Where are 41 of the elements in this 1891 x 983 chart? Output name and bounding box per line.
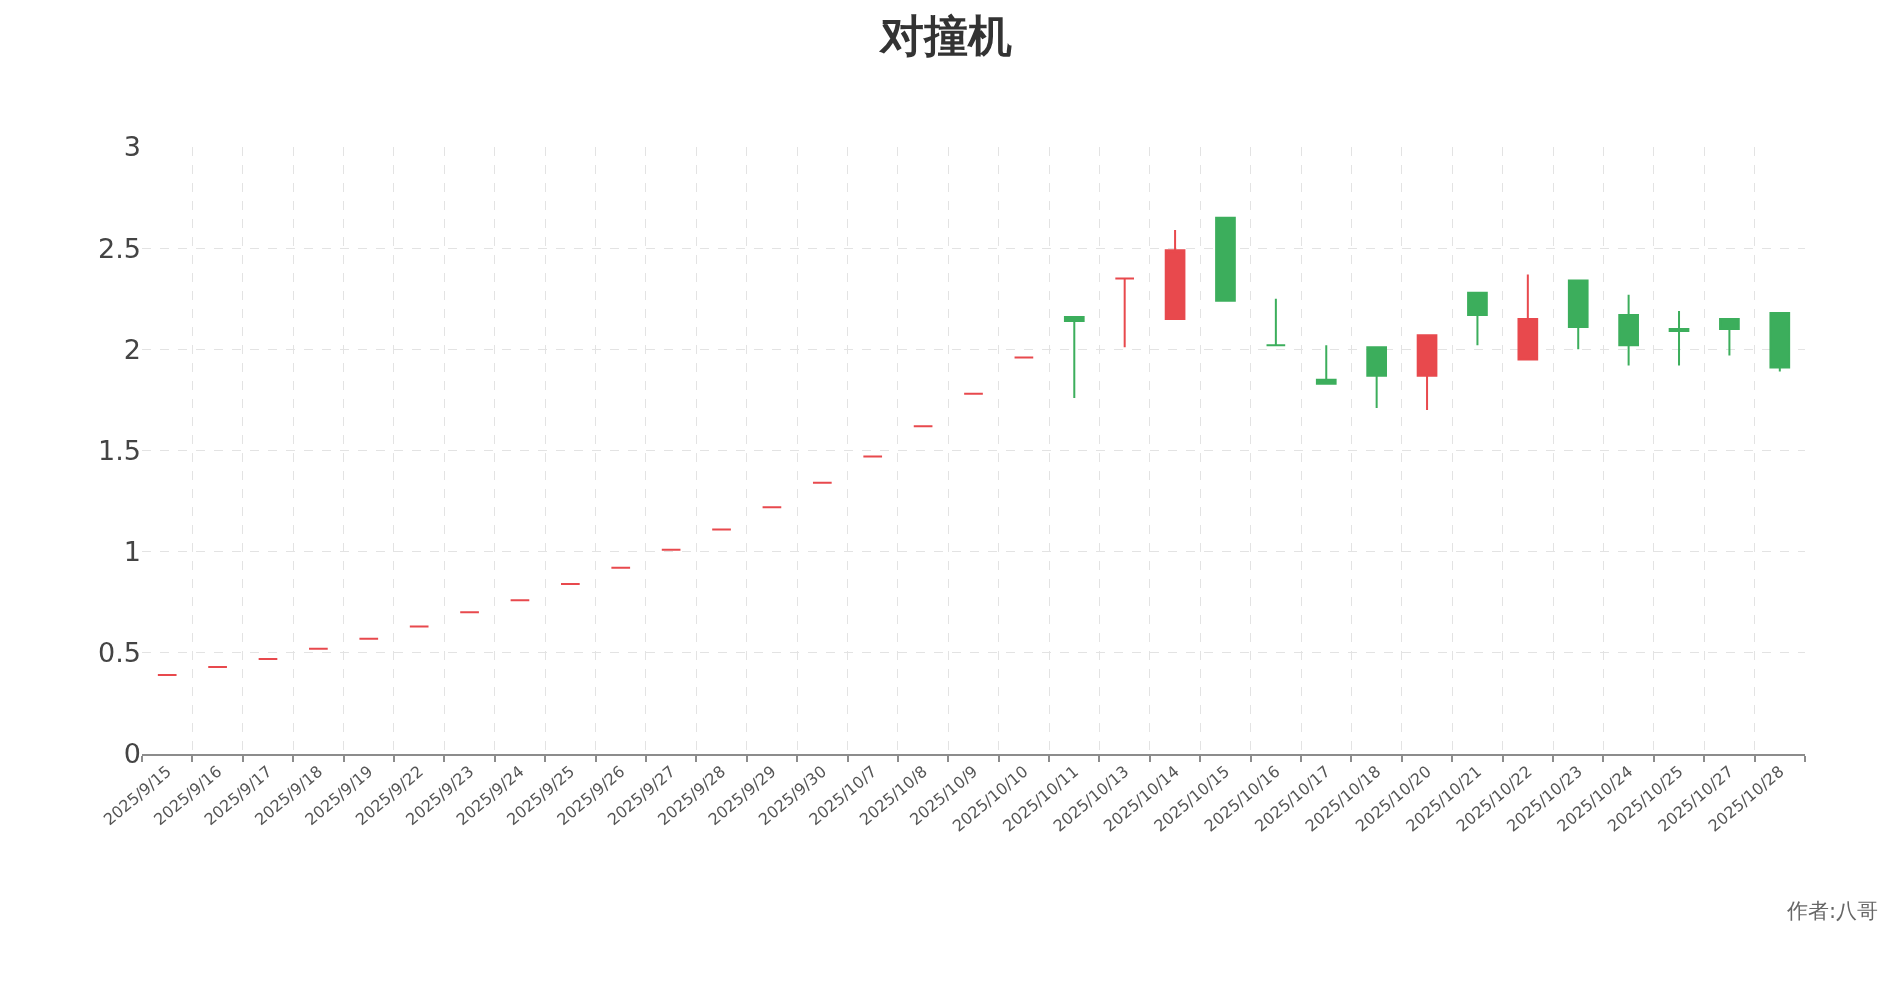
candlestick [963, 392, 984, 395]
candlestick [1467, 291, 1488, 347]
candlestick [358, 637, 380, 640]
candlestick [1063, 315, 1085, 399]
candlestick [1769, 311, 1791, 373]
y-tick-label: 3 [123, 131, 141, 163]
chart-title: 对撞机 [877, 10, 1012, 62]
candlestick [1164, 228, 1186, 320]
candlestick [912, 425, 934, 428]
candlestick [560, 583, 581, 586]
candlestick [1114, 277, 1136, 349]
candlestick [1265, 297, 1287, 347]
candlestick [1668, 309, 1690, 367]
candlestick [509, 599, 531, 602]
candlestick [257, 657, 279, 660]
candlestick [660, 548, 682, 551]
y-tick-label: 0.5 [98, 637, 141, 669]
candlestick [1215, 216, 1236, 302]
candlestick [1567, 279, 1589, 351]
y-tick-label: 1 [123, 536, 141, 568]
y-tick-label: 1.5 [98, 434, 141, 466]
y-tick-label: 0 [123, 738, 141, 770]
candlestick [1416, 334, 1438, 412]
candlestick [711, 528, 732, 531]
candlestick [862, 455, 884, 458]
candlestick [761, 506, 783, 509]
candlestick [1719, 317, 1740, 357]
candlestick [1618, 293, 1639, 367]
candlestick [811, 481, 833, 484]
candlestick [156, 674, 178, 677]
y-tick-label: 2.5 [98, 232, 141, 264]
candlestick [1013, 356, 1035, 359]
candlestick [1517, 273, 1539, 361]
candlestick [459, 611, 480, 614]
candlestick [1366, 346, 1387, 410]
candlestick [408, 625, 430, 628]
text: 作者:八哥 [1786, 899, 1879, 923]
y-tick-label: 2 [123, 333, 141, 365]
candlestick [610, 566, 632, 569]
candlestick [308, 647, 329, 650]
candlestick [1315, 344, 1337, 385]
